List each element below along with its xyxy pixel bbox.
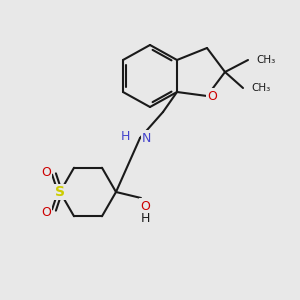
Text: O: O [140, 200, 150, 212]
Text: CH₃: CH₃ [251, 83, 270, 93]
Text: H: H [140, 212, 150, 224]
Text: N: N [142, 131, 152, 145]
Text: O: O [207, 89, 217, 103]
Text: H: H [121, 130, 130, 142]
Text: CH₃: CH₃ [256, 55, 275, 65]
Text: S: S [55, 185, 65, 199]
Text: O: O [41, 166, 51, 178]
Text: O: O [41, 206, 51, 218]
